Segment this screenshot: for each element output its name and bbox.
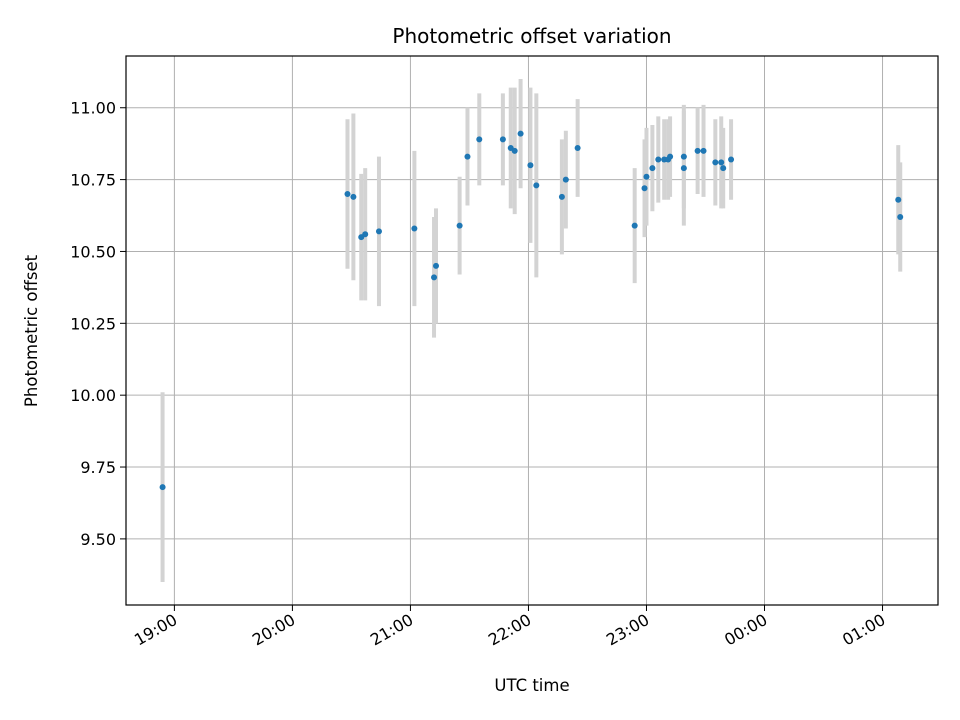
data-point bbox=[558, 193, 565, 200]
data-point bbox=[517, 130, 524, 137]
y-axis-ticks: 9.50 9.75 10.00 10.25 10.50 10.75 11.00 bbox=[70, 99, 126, 549]
data-point bbox=[499, 136, 506, 143]
y-axis-title: Photometric offset bbox=[22, 254, 41, 407]
x-axis-title: UTC time bbox=[494, 676, 569, 695]
data-point bbox=[362, 231, 369, 238]
data-point bbox=[631, 222, 638, 229]
data-point bbox=[649, 165, 656, 172]
data-point bbox=[476, 136, 483, 143]
data-point bbox=[712, 159, 719, 166]
data-point bbox=[431, 274, 438, 281]
y-tick-label: 11.00 bbox=[70, 99, 116, 118]
data-point bbox=[718, 159, 725, 166]
data-point bbox=[562, 176, 569, 183]
chart-title: Photometric offset variation bbox=[392, 24, 671, 48]
data-points bbox=[159, 130, 904, 491]
data-point bbox=[720, 165, 727, 172]
data-point bbox=[694, 147, 701, 154]
data-point bbox=[350, 193, 357, 200]
data-point bbox=[574, 144, 581, 151]
plot-frame bbox=[125, 55, 939, 606]
y-tick-label: 10.50 bbox=[70, 242, 116, 261]
data-point bbox=[667, 153, 674, 160]
data-point bbox=[159, 484, 166, 491]
y-tick-label: 9.75 bbox=[80, 458, 116, 477]
data-point bbox=[464, 153, 471, 160]
y-tick-label: 10.75 bbox=[70, 171, 116, 190]
data-point bbox=[411, 225, 418, 232]
data-point bbox=[527, 162, 534, 169]
data-point bbox=[375, 228, 382, 235]
data-point bbox=[700, 147, 707, 154]
data-point bbox=[895, 196, 902, 203]
y-tick-label: 10.00 bbox=[70, 386, 116, 405]
data-point bbox=[456, 222, 463, 229]
data-point bbox=[511, 147, 518, 154]
data-point bbox=[680, 153, 687, 160]
data-point bbox=[655, 156, 662, 163]
data-point bbox=[641, 185, 648, 192]
data-point bbox=[643, 173, 650, 180]
y-tick-label: 10.25 bbox=[70, 314, 116, 333]
data-point bbox=[533, 182, 540, 189]
y-tick-label: 9.50 bbox=[80, 530, 116, 549]
data-point bbox=[680, 165, 687, 172]
data-point bbox=[897, 213, 904, 220]
data-point bbox=[433, 262, 440, 269]
data-point bbox=[728, 156, 735, 163]
data-point bbox=[344, 190, 351, 197]
